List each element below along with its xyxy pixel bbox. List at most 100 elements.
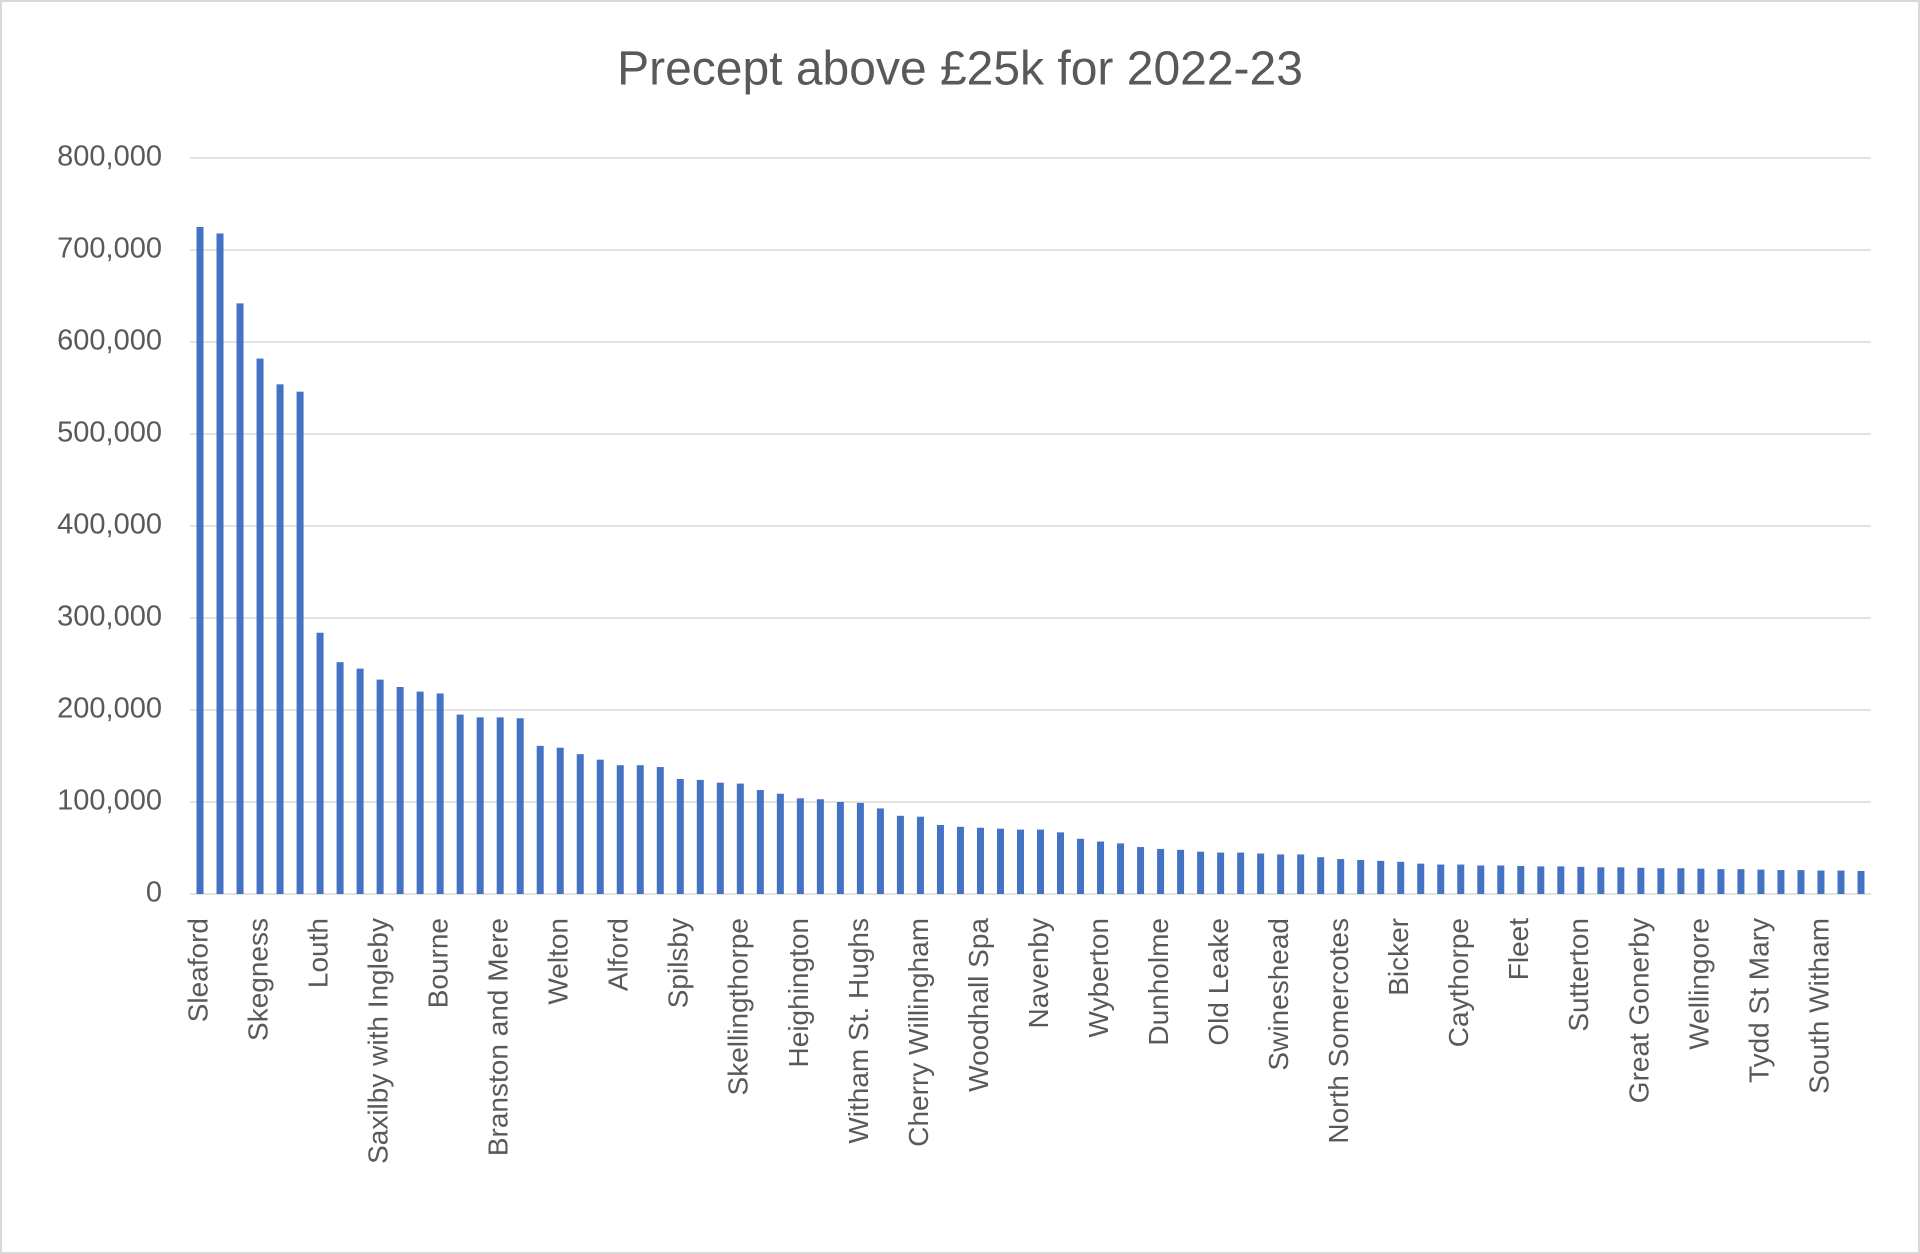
bar	[1117, 843, 1125, 894]
x-tick-label: South Witham	[1803, 918, 1834, 1094]
bar	[676, 779, 684, 894]
bar	[1057, 832, 1065, 894]
bar	[776, 793, 784, 894]
x-tick-label: Dunholme	[1143, 918, 1174, 1046]
x-tick-label: Louth	[302, 918, 333, 988]
bar	[1797, 870, 1805, 894]
bar	[1697, 868, 1705, 894]
bar	[196, 227, 204, 894]
x-tick-label: Tydd St Mary	[1743, 918, 1774, 1083]
x-tick-label: Welton	[543, 918, 574, 1005]
bar	[1857, 871, 1865, 894]
bar	[1377, 860, 1385, 894]
bar	[396, 687, 404, 894]
bar	[1557, 866, 1565, 894]
y-tick-label: 0	[146, 877, 162, 909]
bar	[1737, 869, 1745, 894]
bar	[1197, 851, 1205, 894]
y-tick-label: 700,000	[57, 233, 162, 265]
x-tick-label: Sutterton	[1563, 918, 1594, 1032]
bar	[1757, 869, 1765, 894]
x-tick-label: Saxilby with Ingleby	[363, 918, 394, 1164]
bar	[796, 798, 804, 894]
bar	[756, 790, 764, 894]
bar	[1277, 854, 1285, 894]
x-tick-label: Woodhall Spa	[963, 918, 994, 1092]
x-tick-label: Old Leake	[1203, 918, 1234, 1046]
bar	[456, 714, 464, 894]
bar	[356, 668, 364, 894]
bar	[1317, 857, 1325, 894]
x-tick-label: Spilsby	[663, 918, 694, 1008]
y-tick-label: 300,000	[57, 601, 162, 633]
x-tick-label: Skellingthorpe	[723, 918, 754, 1095]
bar	[216, 233, 224, 894]
bar	[1817, 870, 1825, 894]
bar	[1337, 859, 1345, 894]
bar	[1457, 864, 1465, 894]
bar	[1777, 870, 1785, 894]
bar	[1357, 859, 1365, 894]
y-tick-label: 100,000	[57, 785, 162, 817]
x-tick-label: Swineshead	[1263, 918, 1294, 1071]
bar	[1016, 829, 1024, 894]
bar	[1637, 867, 1645, 894]
x-tick-label: Fleet	[1503, 918, 1534, 980]
y-tick-label: 600,000	[57, 325, 162, 357]
x-tick-label: Alford	[603, 918, 634, 991]
x-tick-label: Bicker	[1383, 918, 1414, 996]
bar	[1257, 853, 1265, 894]
x-tick-label: Great Gonerby	[1623, 918, 1654, 1103]
x-tick-label: Branston and Mere	[483, 918, 514, 1156]
bar	[1237, 852, 1245, 894]
bar	[1157, 848, 1165, 894]
bar	[436, 693, 444, 894]
bar	[476, 717, 484, 894]
bar	[536, 745, 544, 894]
bar	[996, 828, 1004, 894]
bar	[1137, 847, 1145, 894]
bar	[556, 747, 564, 894]
bar	[1177, 849, 1185, 894]
bar	[716, 782, 724, 894]
chart-title: Precept above £25k for 2022-23	[617, 43, 1303, 96]
bar	[336, 662, 344, 894]
bar	[656, 767, 664, 894]
bar	[1397, 861, 1405, 894]
bar	[876, 808, 884, 894]
x-tick-label: Cherry Willingham	[903, 918, 934, 1147]
bar	[736, 783, 744, 894]
bar	[1657, 868, 1665, 894]
bar	[696, 779, 704, 894]
bar	[896, 815, 904, 894]
bar	[616, 765, 624, 894]
y-tick-label: 800,000	[57, 141, 162, 173]
x-tick-label: Sleaford	[182, 918, 213, 1022]
bar	[936, 825, 944, 894]
bar	[596, 759, 604, 894]
y-tick-label: 400,000	[57, 509, 162, 541]
bar	[1437, 864, 1445, 894]
x-tick-label: Bourne	[423, 918, 454, 1008]
bar	[956, 826, 964, 894]
x-tick-label: Heighington	[783, 918, 814, 1067]
bar	[976, 827, 984, 894]
bar	[496, 717, 504, 894]
x-tick-label: Skegness	[242, 918, 273, 1041]
bar	[1417, 863, 1425, 894]
bar	[576, 754, 584, 894]
bar	[1517, 865, 1525, 894]
bar	[836, 802, 844, 894]
bar	[416, 691, 424, 894]
bar	[236, 303, 244, 894]
x-tick-label: Navenby	[1023, 918, 1054, 1029]
bar	[1477, 865, 1485, 894]
bar	[276, 384, 284, 894]
bar	[636, 765, 644, 894]
bar	[1217, 852, 1225, 894]
bar	[1037, 829, 1045, 894]
x-tick-label: Wyberton	[1083, 918, 1114, 1038]
x-tick-label: Caythorpe	[1443, 918, 1474, 1047]
x-tick-label: Wellingore	[1683, 918, 1714, 1050]
